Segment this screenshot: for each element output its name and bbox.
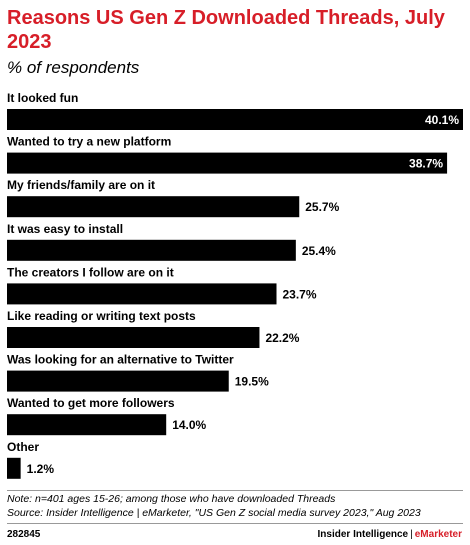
bar bbox=[7, 370, 229, 392]
brand-separator: | bbox=[410, 529, 413, 540]
value-label: 14.0% bbox=[172, 418, 206, 432]
category-label: Other bbox=[7, 440, 39, 454]
value-label: 40.1% bbox=[425, 113, 459, 127]
bar bbox=[7, 327, 260, 348]
category-label: It was easy to install bbox=[7, 222, 123, 236]
chart-subtitle: % of respondents bbox=[7, 58, 140, 77]
bar-chart: It looked fun 40.1% Wanted to try a new pl… bbox=[7, 91, 463, 479]
bar bbox=[7, 414, 167, 436]
category-label: Wanted to try a new platform bbox=[7, 135, 171, 149]
bar bbox=[7, 196, 300, 218]
value-label: 22.2% bbox=[265, 331, 299, 345]
value-label: 19.5% bbox=[235, 375, 269, 389]
value-label: 23.7% bbox=[283, 287, 317, 301]
bar bbox=[7, 109, 463, 130]
footer-divider-bottom bbox=[7, 523, 463, 524]
chart-id: 282845 bbox=[7, 529, 41, 540]
category-label: It looked fun bbox=[7, 91, 78, 105]
category-label: Like reading or writing text posts bbox=[7, 309, 196, 323]
value-label: 25.4% bbox=[302, 244, 336, 258]
chart-source: Source: Insider Intelligence | eMarketer… bbox=[7, 507, 421, 519]
value-label: 25.7% bbox=[305, 200, 339, 214]
value-label: 38.7% bbox=[409, 157, 443, 171]
category-label: My friends/family are on it bbox=[7, 178, 155, 192]
category-label: Wanted to get more followers bbox=[7, 396, 175, 410]
bar bbox=[7, 239, 296, 261]
brand-accent: eMarketer bbox=[414, 529, 462, 540]
bar bbox=[7, 152, 448, 174]
category-label: The creators I follow are on it bbox=[7, 265, 174, 279]
chart-title: Reasons US Gen Z Downloaded Threads, Jul… bbox=[7, 7, 445, 53]
footer-divider bbox=[7, 490, 463, 491]
brand-logo: Insider Intelligence | eMarketer bbox=[318, 529, 462, 540]
bar bbox=[7, 283, 277, 305]
category-label: Was looking for an alternative to Twitte… bbox=[7, 353, 234, 367]
chart-note: Note: n=401 ages 15-26; among those who … bbox=[7, 493, 336, 505]
brand-main: Insider Intelligence bbox=[317, 529, 409, 540]
bar bbox=[7, 457, 21, 479]
value-label: 1.2% bbox=[27, 462, 55, 476]
